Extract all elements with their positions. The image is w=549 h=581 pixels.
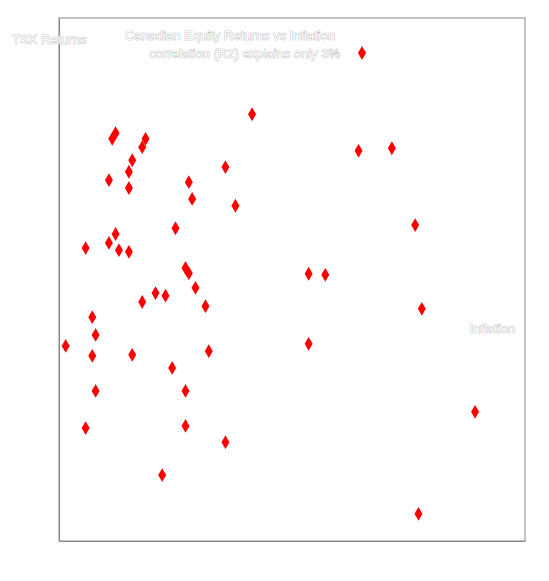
point [185, 175, 193, 189]
point [221, 160, 229, 174]
point [82, 421, 90, 435]
axis-line [60, 541, 526, 542]
point [168, 361, 176, 375]
point [138, 140, 146, 154]
x-axis-title: Inflation [469, 321, 515, 336]
axis-line [59, 19, 60, 542]
point [105, 236, 113, 250]
point [185, 266, 193, 280]
point [82, 241, 90, 255]
y-axis [59, 19, 60, 542]
point [92, 328, 100, 342]
point [125, 181, 133, 195]
point [388, 141, 396, 155]
point [321, 268, 329, 282]
point [231, 199, 239, 213]
chart: Canadian Equity Returns vs Inflation corr… [0, 0, 549, 581]
point [418, 302, 426, 316]
point [162, 289, 170, 303]
point [411, 218, 419, 232]
point [108, 132, 116, 146]
legend: correlation (R2) explains only 3% [149, 46, 366, 61]
point [112, 227, 120, 241]
y-axis-title: TSX Returns [12, 32, 87, 47]
point [188, 192, 196, 206]
point [115, 243, 123, 257]
point [471, 405, 479, 419]
point [355, 144, 363, 158]
point [182, 419, 190, 433]
point [248, 107, 256, 121]
title: Canadian Equity Returns vs Inflation [125, 28, 335, 43]
point [221, 435, 229, 449]
point [128, 153, 136, 167]
point [128, 348, 136, 362]
point [88, 349, 96, 363]
point [182, 384, 190, 398]
point [88, 310, 96, 324]
point [125, 245, 133, 259]
point [92, 384, 100, 398]
point [191, 281, 199, 295]
point [205, 344, 213, 358]
point [152, 286, 160, 300]
plot-area [62, 107, 479, 520]
point [415, 507, 423, 521]
point [305, 337, 313, 351]
point [138, 295, 146, 309]
plot-frame [59, 18, 525, 541]
point [62, 339, 70, 353]
point [172, 221, 180, 235]
point [105, 173, 113, 187]
point [305, 267, 313, 281]
x-axis [60, 541, 526, 542]
legend-marker [358, 46, 366, 60]
point [125, 165, 133, 179]
legend-label: correlation (R2) explains only 3% [149, 46, 340, 61]
point [158, 468, 166, 482]
point [201, 299, 209, 313]
